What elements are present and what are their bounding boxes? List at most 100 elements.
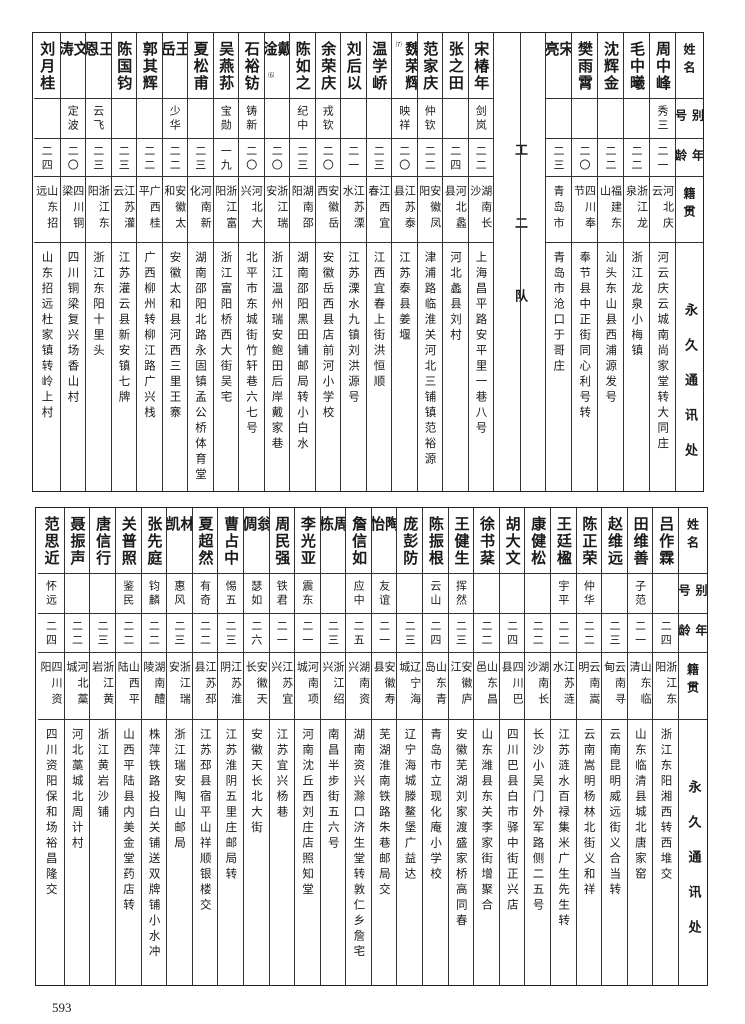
address-text: 河南沈丘西刘庄店照知堂 (301, 728, 316, 899)
person-alias: 铁君 (275, 574, 288, 608)
age-text: 二三 (117, 144, 131, 173)
address-text: 株萍铁路投白关铺送双牌铺小水冲 (147, 728, 162, 961)
cell-native: 山东临清 (627, 653, 653, 721)
name-text: 林凯 (167, 516, 192, 547)
name-text: 夏超然 (196, 516, 215, 567)
name-text: 关普照 (119, 516, 138, 567)
header-label-name: 姓名 (685, 518, 700, 554)
cell-age: 二二 (162, 139, 187, 178)
cell-alias: 铁君 (269, 574, 295, 614)
person-age: 二〇 (66, 139, 79, 173)
age-text: 二二 (168, 144, 182, 173)
cell-name: 刘月桂 (34, 33, 60, 99)
person-age: 二一 (347, 139, 360, 173)
cell-age: 二三 (290, 139, 315, 178)
header-cell-age: 年龄 (676, 139, 703, 178)
cell-native: 山西平陆 (115, 653, 141, 721)
address-text: 浙江东阳湘西转西堆交 (659, 728, 674, 884)
person-name: 文涛 (61, 33, 86, 98)
header-label-native: 籍贯 (685, 663, 700, 700)
person-name: 张之田 (447, 33, 465, 92)
person-name: 陈振根 (427, 508, 445, 567)
cell-alias (188, 99, 213, 139)
address-text: 山东潍县东关李家街增聚合 (480, 728, 495, 915)
person-age: 二二 (71, 614, 84, 648)
person-alias: 纪中 (296, 99, 309, 133)
name-text: 曹占中 (222, 516, 241, 567)
name-text: 徐书棻 (478, 516, 497, 567)
name-text: 樊雨霄 (576, 41, 594, 92)
name-note-mark: ⑹ (266, 72, 274, 78)
address-text: 湖南邵阳北路永固镇孟公桥体育堂 (194, 251, 208, 484)
person-row: 张先庭 钧麟 二二 湖南醴陵 株萍铁路投白关铺送双牌铺小水冲 (140, 508, 167, 985)
cell-address: 湖南资兴滁口济生堂转敦仁乡詹宅 (346, 720, 371, 985)
person-address: 津浦路临淮关河北三铺镇范裕源 (424, 243, 438, 468)
person-address: 上海昌平路安平里一巷八号 (475, 243, 489, 437)
person-age: 二〇 (245, 139, 258, 173)
address-text: 四川资阳保和场裕昌隆交 (44, 728, 59, 899)
address-text: 安徽太和县河西三里王寨 (168, 251, 183, 422)
address-text: 奉节县中正街同心利号转 (578, 251, 593, 422)
cell-name: 陈国钧 (111, 33, 136, 99)
alias-text: 秀三 (656, 104, 669, 133)
cell-alias (341, 99, 366, 139)
cell-alias: 友谊 (371, 574, 397, 614)
cell-address: 山东招远杜家镇转岭上村 (34, 243, 60, 491)
header-label-address: 永久通讯处 (685, 780, 701, 956)
person-address: 芜湖淮南铁路朱巷邮局交 (378, 720, 392, 899)
native-text: 四川铜梁 (60, 185, 85, 234)
person-address: 江苏邳县宿平山祥顺银楼交 (199, 720, 213, 914)
cell-address: 江苏溧水九镇刘洪源号 (341, 243, 366, 491)
age-text: 二三 (552, 144, 565, 173)
address-text: 北平市东城街竹轩巷六七号 (245, 251, 259, 438)
person-address: 山东潍县东关李家街增聚合 (480, 720, 495, 915)
native-text: 安徽天长 (244, 661, 269, 710)
alias-text: 戎钦 (321, 104, 335, 133)
person-name: 刘月桂 (38, 33, 56, 92)
header-cell-name: 姓名 (679, 508, 707, 574)
person-name: 余荣庆 (319, 33, 337, 92)
alias-text: 少华 (168, 104, 182, 133)
person-name: 翁倜 (244, 508, 269, 573)
person-native-place: 江苏灌云 (112, 177, 136, 242)
cell-native: 河北藁城 (64, 653, 90, 721)
person-native-place: 云南寻甸 (603, 653, 627, 719)
person-age: 二二 (122, 614, 135, 648)
person-age: 二三 (96, 614, 109, 648)
cell-name: 文涛 (60, 33, 86, 99)
person-age: 二三 (92, 139, 105, 173)
native-text: 安徽太和 (162, 185, 187, 234)
person-row: 樊雨霄 二〇 四川奉节 奉节县中正街同心利号转 (571, 33, 597, 491)
name-text: 夏松甫 (191, 41, 210, 92)
person-address: 安徽太和县河西三里王寨 (168, 243, 183, 422)
alias-text: 应中 (352, 579, 366, 608)
person-name: 王廷楹 (555, 508, 573, 567)
cell-alias (653, 574, 678, 614)
person-address: 河云庆云城南尚家堂转大同庄 (656, 243, 670, 453)
person-alias: 子范 (634, 574, 647, 608)
cell-name: 温学峤 (366, 33, 391, 99)
cell-address: 安徽太和县河西三里王寨 (163, 243, 188, 491)
name-text: 陈正荣 (580, 516, 599, 567)
person-age: 二〇 (578, 139, 591, 173)
age-text: 二〇 (270, 144, 284, 173)
person-row: 余荣庆 戎钦 二〇 安徽岳西 安徽岳西县店前河小学校 (314, 33, 340, 491)
address-text: 江西宜春上街洪恒顺 (372, 251, 387, 391)
native-text: 安徽岳西 (315, 185, 340, 234)
native-text: 青岛市 (552, 185, 565, 234)
cell-age: 二三 (366, 139, 391, 178)
cell-address: 江苏邳县宿平山祥顺银楼交 (193, 720, 218, 985)
person-address: 河北蠡县刘村 (449, 243, 463, 344)
person-alias: 鉴民 (122, 574, 135, 608)
person-alias: 映祥 (398, 99, 411, 133)
person-native-place: 河南项城 (295, 653, 319, 719)
age-text: 二一 (300, 619, 314, 648)
person-name: 王健生 (452, 508, 470, 567)
cell-alias: 仲钦 (417, 99, 442, 139)
native-text: 河北大兴 (239, 185, 264, 234)
person-address: 四川铜梁复兴场香山村 (67, 243, 81, 406)
cell-alias: 铸新 (239, 99, 264, 139)
native-text: 江苏泰县 (392, 185, 417, 234)
person-age: 二一 (656, 139, 669, 173)
cell-name: 夏超然 (192, 508, 218, 574)
